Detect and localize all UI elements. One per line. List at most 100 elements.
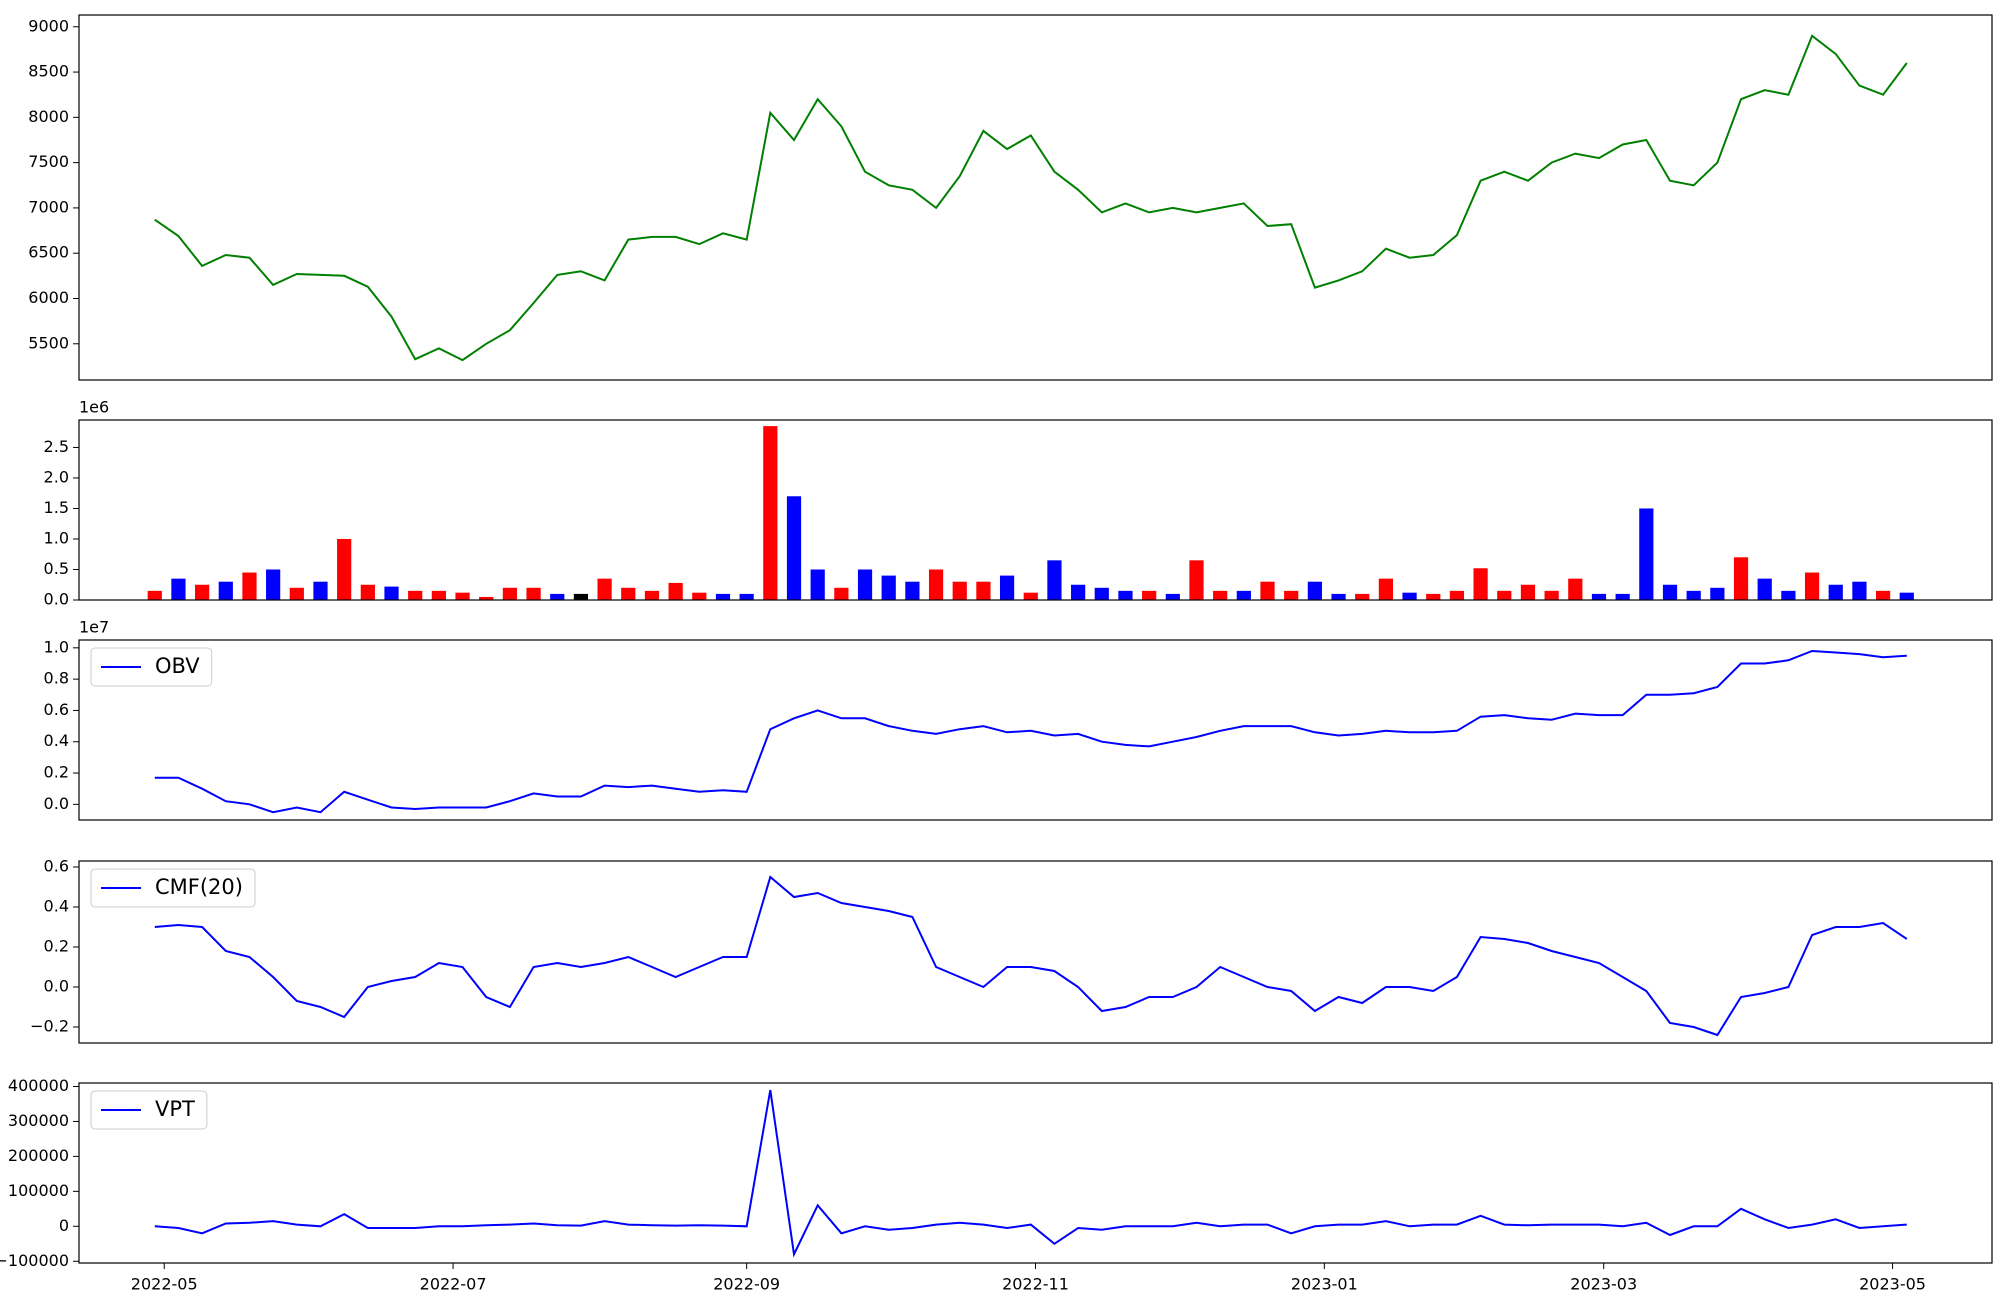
legend-box (90, 1090, 208, 1130)
legend: VPT (90, 1090, 208, 1130)
legend-label: CMF(20) (155, 875, 243, 899)
bar (218, 581, 233, 600)
bar (1189, 560, 1204, 600)
bar (1284, 590, 1299, 600)
bar (976, 581, 991, 600)
x-tick-label: 2023-03 (1570, 1275, 1637, 1294)
bar (171, 578, 186, 600)
y-tick-label: 0 (59, 1216, 69, 1235)
bar (857, 569, 873, 600)
x-tick-label: 2022-07 (420, 1275, 487, 1294)
frame (78, 860, 1993, 1044)
bar (1781, 590, 1796, 600)
y-tick-label: 0.4 (44, 897, 69, 916)
bar (881, 575, 896, 600)
bar (408, 590, 423, 600)
bar (1686, 590, 1701, 600)
panel: −100000 0 100000 200000 300000 400000 2022-05 2… (0, 1076, 1993, 1294)
bar (289, 587, 304, 600)
legend-label: VPT (155, 1097, 195, 1121)
legend-box (90, 647, 213, 687)
bar (502, 587, 518, 600)
frame (78, 1082, 1993, 1264)
y-tick-label: 400000 (8, 1076, 69, 1095)
line (154, 34, 1908, 362)
y-tick-label: 8000 (28, 107, 69, 126)
y-tick-label: 0.0 (44, 590, 69, 609)
bar (905, 581, 920, 600)
panel: 0.0 0.5 1.0 1.5 2.0 2.5 1e6 (44, 398, 1993, 609)
bar (999, 575, 1015, 600)
bar (763, 426, 778, 600)
bar (1165, 593, 1180, 600)
legend: CMF(20) (90, 868, 256, 908)
bar (1875, 590, 1891, 600)
line (154, 1089, 1907, 1258)
y-tick-label: 1.0 (44, 637, 69, 656)
bar (1615, 593, 1630, 600)
bar (1213, 590, 1228, 600)
bar (1473, 568, 1488, 600)
bar (384, 586, 399, 600)
y-tick-label: 200000 (8, 1146, 69, 1165)
y-tick-label: 0.6 (44, 857, 69, 876)
bar (1757, 578, 1772, 600)
y-tick-label: 2.0 (44, 467, 69, 486)
bar (1094, 587, 1109, 600)
bar (928, 569, 944, 600)
bar (644, 590, 660, 600)
bar (1710, 587, 1725, 600)
panel: 5500 6000 6500 7000 7500 8000 8500 9000 (28, 14, 1993, 381)
bar (1402, 592, 1417, 600)
y-tick-label: 100000 (8, 1181, 69, 1200)
bar (1568, 578, 1583, 600)
x-tick-label: 2022-09 (713, 1275, 780, 1294)
y-tick-label: 300000 (8, 1111, 69, 1130)
offset-label: 1e6 (79, 398, 109, 417)
bar (1118, 590, 1133, 600)
bar (526, 587, 541, 600)
panel: −0.2 0.0 0.2 0.4 0.6 CMF(20) (30, 857, 1993, 1044)
bar (1142, 590, 1157, 600)
y-tick-label: 7000 (28, 197, 69, 216)
bar (621, 587, 636, 600)
bar (1804, 572, 1820, 600)
bar (692, 592, 707, 600)
bar (1071, 584, 1086, 600)
bar (1449, 590, 1465, 600)
bar (1639, 508, 1654, 600)
bar (550, 593, 565, 600)
bar (1591, 593, 1607, 600)
frame (78, 419, 1993, 601)
bar (1378, 578, 1394, 600)
y-tick-label: 0.4 (44, 731, 69, 750)
bar (455, 592, 470, 600)
bar (739, 593, 754, 600)
bar (1662, 584, 1678, 600)
frame (78, 14, 1993, 381)
bar (360, 584, 375, 600)
y-tick-label: −100000 (0, 1251, 69, 1270)
y-tick-label: 2.5 (44, 437, 69, 456)
y-tick-label: 8500 (28, 62, 69, 81)
bar (337, 538, 352, 600)
bar (1023, 592, 1038, 600)
bar (313, 581, 328, 600)
x-tick-label: 2023-01 (1291, 1275, 1358, 1294)
bar (1828, 584, 1843, 600)
x-tick-label: 2022-11 (1002, 1275, 1069, 1294)
y-tick-label: 6500 (28, 243, 69, 262)
line (154, 875, 1908, 1037)
y-tick-label: 0.0 (44, 977, 69, 996)
y-tick-label: 7500 (28, 152, 69, 171)
frame (78, 639, 1993, 821)
x-tick-label: 2022-05 (131, 1275, 198, 1294)
bar (1331, 593, 1346, 600)
bar (1236, 590, 1251, 600)
bar (1307, 581, 1322, 600)
y-tick-label: 6000 (28, 288, 69, 307)
bar (1852, 581, 1867, 600)
bar (1426, 593, 1441, 600)
legend-box (90, 868, 256, 908)
